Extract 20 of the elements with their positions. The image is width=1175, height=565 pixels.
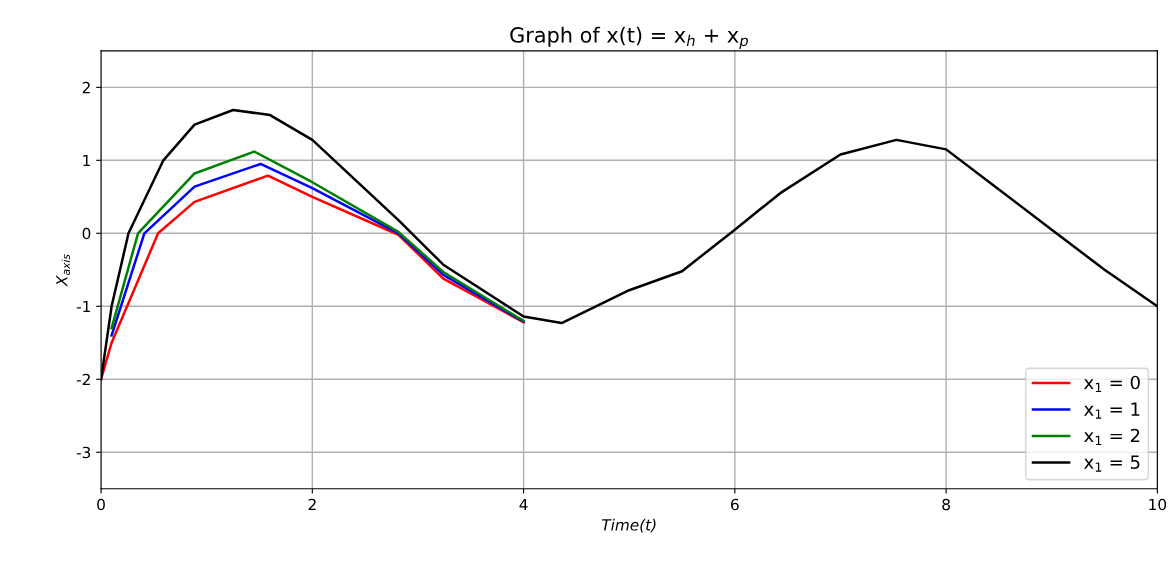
legend-label: x$_{1}$ = 2: [1084, 428, 1140, 446]
x-tick-label: 6: [731, 498, 739, 511]
x-tick-label: 2: [308, 498, 316, 511]
y-tick-label: -1: [76, 300, 90, 313]
x-tick-label: 4: [519, 498, 528, 511]
legend-label: x$_{1}$ = 5: [1084, 455, 1140, 472]
legend-label: x$_{1}$ = 0: [1084, 375, 1140, 393]
y-tick-label: -2: [76, 373, 90, 386]
y-tick-label: 1: [83, 154, 90, 167]
x-tick-label: 0: [97, 498, 105, 511]
y-axis-title: X$_{axis}$: [56, 254, 71, 287]
y-tick-label: 0: [82, 227, 91, 240]
chart-title: Graph of x(t) = x$_{h}$ + x$_{p}$: [510, 26, 748, 49]
y-tick-label: 2: [82, 81, 90, 94]
line-series: [101, 174, 525, 381]
x-tick-label: 8: [942, 498, 950, 511]
y-tick-label: -3: [76, 446, 91, 459]
legend-label: x$_{1}$ = 1: [1084, 402, 1140, 419]
x-tick-label: 10: [1149, 498, 1167, 511]
x-axis-title: Time(t): [601, 518, 656, 533]
